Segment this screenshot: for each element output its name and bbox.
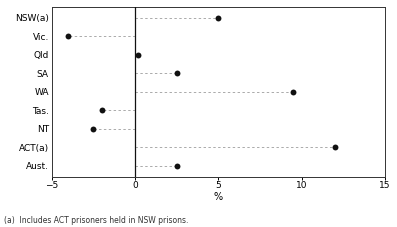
Point [290,90,297,94]
X-axis label: %: % [214,192,223,202]
Point [98,109,105,112]
Text: (a)  Includes ACT prisoners held in NSW prisons.: (a) Includes ACT prisoners held in NSW p… [4,216,188,225]
Point [135,53,141,57]
Point [332,146,338,149]
Point [90,127,96,131]
Point [215,16,222,20]
Point [173,72,180,75]
Point [173,164,180,168]
Point [65,35,71,38]
